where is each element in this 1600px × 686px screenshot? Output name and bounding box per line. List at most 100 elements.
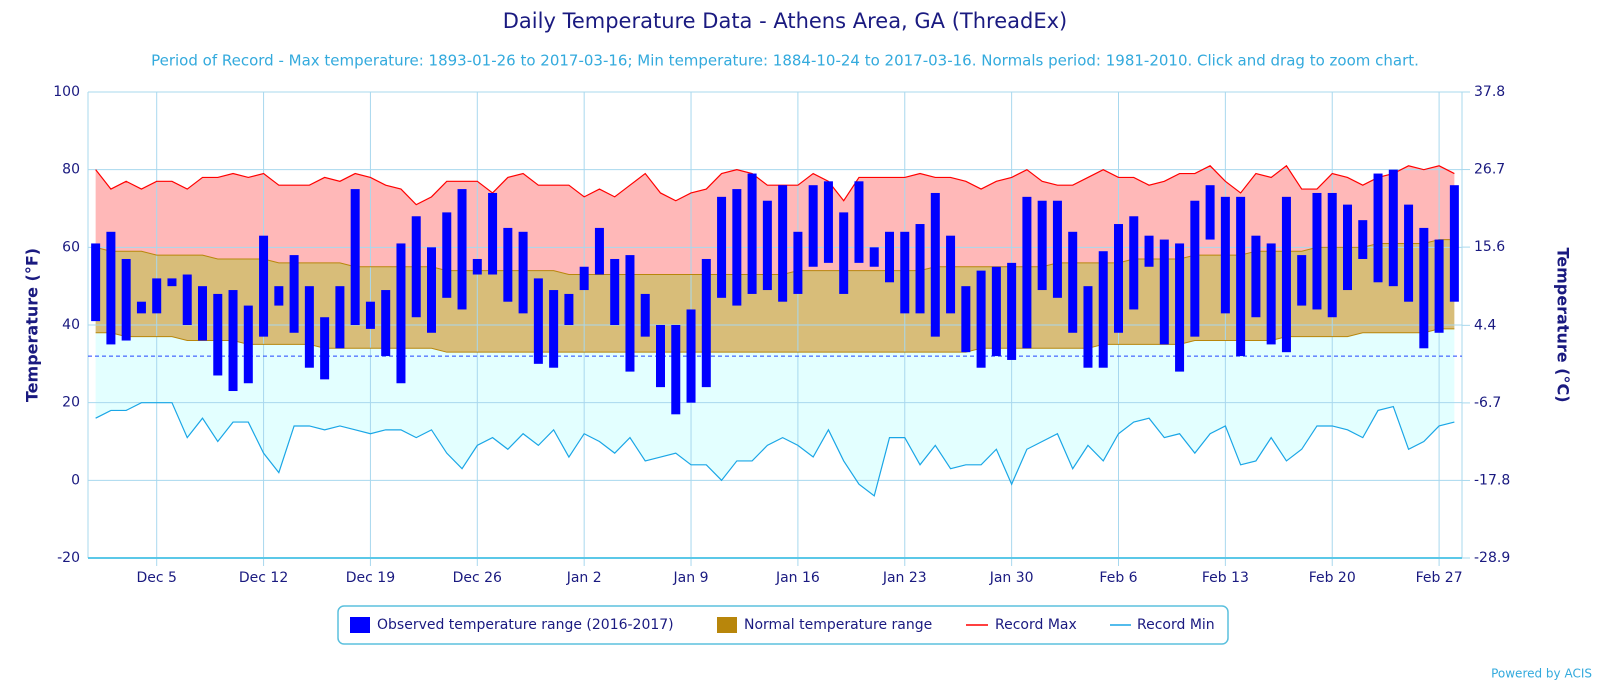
observed-bar <box>304 286 314 368</box>
observed-bar <box>488 192 498 275</box>
observed-bar <box>1144 235 1154 267</box>
observed-bar <box>1297 255 1307 306</box>
observed-bar <box>1022 196 1032 349</box>
observed-bar <box>1266 243 1276 345</box>
record-min-line <box>95 402 1455 497</box>
legend-label: Record Max <box>995 617 1077 633</box>
observed-bar <box>457 189 467 310</box>
observed-bar <box>243 305 253 384</box>
observed-bar <box>320 317 330 380</box>
observed-bar <box>946 235 956 314</box>
observed-bar <box>900 231 910 314</box>
observed-bar <box>518 231 528 314</box>
observed-bar <box>778 185 788 302</box>
x-tick-label: Dec 12 <box>239 570 288 586</box>
observed-bar <box>1114 224 1123 333</box>
observed-bar <box>350 189 360 325</box>
chart-title: Daily Temperature Data - Athens Area, GA… <box>503 9 1067 33</box>
observed-bar <box>167 278 177 287</box>
x-tick-label: Jan 16 <box>775 570 820 586</box>
observed-bar <box>701 258 711 388</box>
observed-bar <box>1327 192 1337 318</box>
observed-bar <box>213 293 223 376</box>
record-min-band <box>95 328 1455 496</box>
y-tick-label: 0 <box>71 472 80 488</box>
observed-bar <box>1007 262 1017 360</box>
observed-bar <box>198 286 207 341</box>
observed-bar <box>686 309 696 403</box>
observed-bar <box>625 255 635 372</box>
observed-bar <box>259 235 269 337</box>
x-tick-label: Feb 13 <box>1202 570 1249 586</box>
observed-bar <box>289 255 299 333</box>
observed-bar <box>274 286 284 306</box>
observed-bar <box>808 185 818 267</box>
credit: Powered by ACIS <box>1491 667 1592 681</box>
observed-bar <box>1068 231 1078 333</box>
x-tick-label: Jan 23 <box>882 570 927 586</box>
observed-bar <box>656 325 665 388</box>
observed-bar <box>564 293 574 325</box>
observed-bar <box>381 290 391 357</box>
chart-subtitle: Period of Record - Max temperature: 1893… <box>151 52 1419 70</box>
observed-bar <box>533 278 543 364</box>
observed-bar <box>1205 185 1215 240</box>
observed-bar <box>869 247 879 267</box>
observed-bar <box>747 173 757 294</box>
y-tick-label: -20 <box>57 550 80 566</box>
x-tick-label: Feb 20 <box>1309 570 1356 586</box>
observed-bar <box>1343 204 1352 291</box>
observed-bar <box>182 274 192 325</box>
legend-label: Observed temperature range (2016-2017) <box>377 617 674 633</box>
record-max-line <box>95 164 1455 206</box>
y2-tick-label: 37.8 <box>1474 84 1505 100</box>
observed-bar <box>915 224 925 314</box>
observed-bar <box>1083 286 1093 368</box>
legend-label: Record Min <box>1137 617 1215 633</box>
observed-bar <box>1449 185 1459 302</box>
legend-box <box>337 605 1229 645</box>
y2-tick-label: -28.9 <box>1474 550 1510 566</box>
observed-bar <box>1404 204 1414 302</box>
observed-bar <box>121 258 131 341</box>
y-tick-label: 40 <box>62 317 80 333</box>
observed-bar <box>1190 200 1200 337</box>
observed-bar <box>106 231 116 345</box>
observed-bar <box>365 301 375 329</box>
observed-bar <box>472 258 482 275</box>
observed-bar <box>1251 235 1261 318</box>
y2-tick-label: -6.7 <box>1474 395 1501 411</box>
observed-bar <box>1434 239 1444 333</box>
y-tick-label: 20 <box>62 395 80 411</box>
x-tick-label: Dec 19 <box>346 570 395 586</box>
observed-bar <box>136 301 146 314</box>
legend-swatch <box>717 617 737 633</box>
observed-bar <box>1037 200 1047 291</box>
observed-bar <box>1098 251 1108 368</box>
observed-bar <box>1281 196 1291 353</box>
observed-bar <box>854 181 864 263</box>
observed-bar <box>1159 239 1169 345</box>
observed-bar <box>762 200 772 291</box>
observed-bar <box>961 286 971 353</box>
y-tick-label: 100 <box>53 84 80 100</box>
observed-bar <box>1052 200 1062 298</box>
observed-bar <box>335 286 345 349</box>
observed-bar <box>503 227 513 302</box>
observed-bar <box>839 212 849 294</box>
y2-tick-label: 15.6 <box>1474 239 1505 255</box>
observed-bar <box>1312 192 1322 310</box>
y2-tick-label: 4.4 <box>1474 317 1496 333</box>
y2-tick-label: 26.7 <box>1474 162 1505 178</box>
observed-bar <box>885 231 894 283</box>
observed-bar <box>640 293 650 337</box>
observed-bar <box>976 270 986 368</box>
observed-bar <box>228 290 238 392</box>
x-tick-label: Jan 2 <box>566 570 602 586</box>
observed-bar <box>991 266 1001 357</box>
observed-bar <box>793 231 803 294</box>
observed-bar <box>1388 169 1398 287</box>
observed-bar <box>671 325 681 415</box>
x-tick-label: Dec 5 <box>136 570 176 586</box>
